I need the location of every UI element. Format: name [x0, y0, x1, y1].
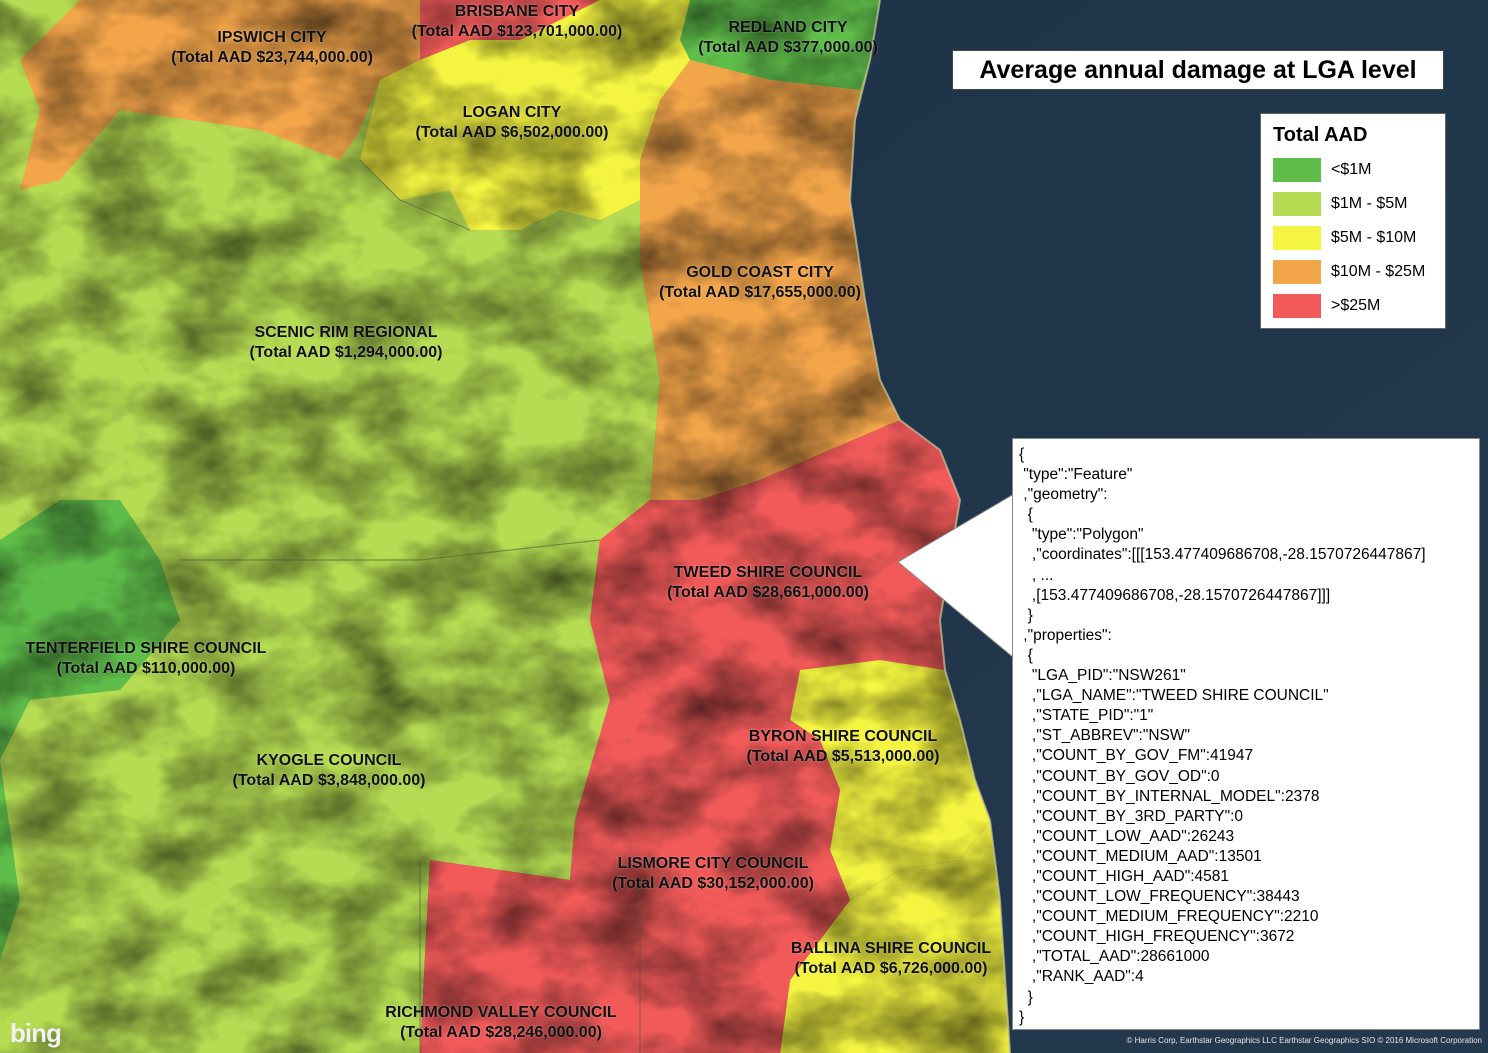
legend-swatch [1273, 226, 1321, 250]
bing-logo: bing [10, 1018, 62, 1048]
popup-json-line: ,"geometry": [1019, 486, 1108, 504]
lga-name: IPSWICH CITY [217, 29, 327, 46]
lga-label-kyogle: KYOGLE COUNCIL (Total AAD $3,848,000.00) [233, 751, 426, 791]
legend-swatch [1273, 260, 1321, 284]
lga-borders [180, 159, 641, 1053]
legend-swatch [1273, 192, 1321, 216]
lga-aad: (Total AAD $30,152,000.00) [612, 875, 814, 892]
popup-json-line: ,"COUNT_BY_INTERNAL_MODEL":2378 [1019, 787, 1320, 805]
lga-label-redland: REDLAND CITY (Total AAD $377,000.00) [698, 18, 878, 58]
lga-name: KYOGLE COUNCIL [256, 752, 402, 769]
lga-label-ballina: BALLINA SHIRE COUNCIL (Total AAD $6,726,0… [791, 939, 991, 979]
popup-json-line: ,[153.477409686708,-28.1570726447867]]] [1019, 586, 1331, 604]
lga-name: LOGAN CITY [462, 104, 562, 121]
lga-label-scenic-rim: SCENIC RIM REGIONAL (Total AAD $1,294,000… [250, 323, 443, 363]
lga-label-gold-coast: GOLD COAST CITY (Total AAD $17,655,000.00… [659, 263, 861, 303]
lga-aad: (Total AAD $110,000.00) [56, 660, 236, 677]
legend-item: $10M - $25M [1273, 260, 1443, 284]
popup-json-line: ,"COUNT_MEDIUM_AAD":13501 [1019, 847, 1262, 865]
legend-item: $1M - $5M [1273, 192, 1443, 216]
legend-label: $1M - $5M [1331, 195, 1408, 212]
lga-aad: (Total AAD $28,661,000.00) [667, 584, 869, 601]
lga-name: LISMORE CITY COUNCIL [617, 855, 809, 872]
lga-label-richmond-valley: RICHMOND VALLEY COUNCIL (Total AAD $28,24… [385, 1003, 616, 1043]
lga-name: GOLD COAST CITY [686, 264, 834, 281]
lga-aad: (Total AAD $28,246,000.00) [400, 1024, 602, 1041]
lga-label-lismore: LISMORE CITY COUNCIL (Total AAD $30,152,0… [612, 854, 814, 894]
lga-label-ipswich: IPSWICH CITY (Total AAD $23,744,000.00) [171, 28, 373, 68]
legend-label: $10M - $25M [1331, 263, 1426, 280]
lga-aad: (Total AAD $17,655,000.00) [659, 284, 861, 301]
lga-name: RICHMOND VALLEY COUNCIL [385, 1004, 617, 1021]
lga-label-logan: LOGAN CITY (Total AAD $6,502,000.00) [416, 103, 609, 143]
lga-aad: (Total AAD $6,502,000.00) [415, 124, 609, 141]
lga-label-tenterfield: TENTERFIELD SHIRE COUNCIL (Total AAD $110… [26, 639, 267, 679]
popup-json-line: } [1019, 988, 1033, 1006]
lga-aad: (Total AAD $6,726,000.00) [794, 960, 988, 977]
popup-json-line: } [1019, 606, 1033, 624]
lga-name: TENTERFIELD SHIRE COUNCIL [25, 640, 267, 657]
lga-aad: (Total AAD $23,744,000.00) [171, 49, 373, 66]
legend-item: >$25M [1273, 294, 1443, 318]
legend-item: $5M - $10M [1273, 226, 1443, 250]
lga-name: TWEED SHIRE COUNCIL [673, 564, 863, 581]
lga-aad: (Total AAD $377,000.00) [698, 39, 878, 56]
terrain-shading [0, 0, 1010, 1053]
popup-json-line: } [1019, 1008, 1025, 1026]
lga-name: REDLAND CITY [728, 19, 848, 36]
popup-json-line: { [1019, 506, 1033, 524]
legend-item: <$1M [1273, 158, 1443, 182]
lga-label-byron: BYRON SHIRE COUNCIL (Total AAD $5,513,000… [747, 727, 940, 767]
popup-json-line: { [1019, 646, 1033, 664]
popup-json-line: ,"COUNT_HIGH_AAD":4581 [1019, 867, 1229, 885]
legend: Total AAD <$1M $1M - $5M $5M - $10M $10M… [1260, 113, 1446, 329]
popup-json-line: "type":"Feature" [1019, 466, 1133, 484]
popup-json-line: ,"LGA_NAME":"TWEED SHIRE COUNCIL" [1019, 687, 1329, 705]
popup-json-line: ,"COUNT_BY_GOV_OD":0 [1019, 767, 1220, 785]
lga-name: BRISBANE CITY [454, 3, 580, 20]
legend-title: Total AAD [1273, 124, 1368, 146]
legend-swatch [1273, 294, 1321, 318]
popup-json-line: ,"COUNT_LOW_AAD":26243 [1019, 827, 1235, 845]
legend-swatch [1273, 158, 1321, 182]
popup-json-line: ,"TOTAL_AAD":28661000 [1019, 948, 1210, 966]
popup-json-line: "type":"Polygon" [1019, 526, 1144, 544]
popup-json-line: { [1019, 446, 1025, 463]
legend-label: <$1M [1331, 161, 1372, 178]
lga-label-brisbane: BRISBANE CITY (Total AAD $123,701,000.00) [412, 2, 623, 42]
popup-json-line: , ... [1019, 566, 1054, 584]
lga-label-tweed: TWEED SHIRE COUNCIL (Total AAD $28,661,00… [667, 563, 869, 603]
popup-json-line: ,"ST_ABBREV":"NSW" [1019, 727, 1191, 745]
popup-json-line: ,"RANK_AAD":4 [1019, 968, 1144, 986]
lga-aad: (Total AAD $123,701,000.00) [411, 23, 623, 40]
popup-json-line: ,"COUNT_BY_GOV_FM":41947 [1019, 747, 1254, 765]
lga-aad: (Total AAD $1,294,000.00) [249, 344, 443, 361]
lga-aad: (Total AAD $3,848,000.00) [232, 772, 426, 789]
popup-json-line: ,"COUNT_HIGH_FREQUENCY":3672 [1019, 928, 1295, 946]
lga-name: BYRON SHIRE COUNCIL [748, 728, 938, 745]
coastline [848, 0, 1011, 1053]
popup-json-line: ,"properties": [1019, 626, 1112, 644]
lga-name: BALLINA SHIRE COUNCIL [790, 940, 992, 957]
map-title: Average annual damage at LGA level [952, 50, 1444, 90]
legend-label: >$25M [1331, 297, 1381, 314]
legend-label: $5M - $10M [1331, 229, 1417, 246]
lga-name: SCENIC RIM REGIONAL [254, 324, 438, 341]
popup-json-line: "LGA_PID":"NSW261" [1019, 667, 1186, 685]
attribution: © Harris Corp, Earthstar Geographics LLC… [1126, 1036, 1483, 1045]
feature-popup[interactable]: { "type":"Feature" ,"geometry": { "type"… [1012, 438, 1480, 1030]
popup-json-line: ,"COUNT_BY_3RD_PARTY":0 [1019, 807, 1244, 825]
popup-json-line: ,"COUNT_MEDIUM_FREQUENCY":2210 [1019, 908, 1319, 926]
popup-json-line: ,"STATE_PID":"1" [1019, 707, 1154, 725]
popup-json-line: ,"COUNT_LOW_FREQUENCY":38443 [1019, 888, 1300, 906]
popup-json-line: ,"coordinates":[[[153.477409686708,-28.1… [1019, 546, 1426, 564]
lga-aad: (Total AAD $5,513,000.00) [746, 748, 940, 765]
